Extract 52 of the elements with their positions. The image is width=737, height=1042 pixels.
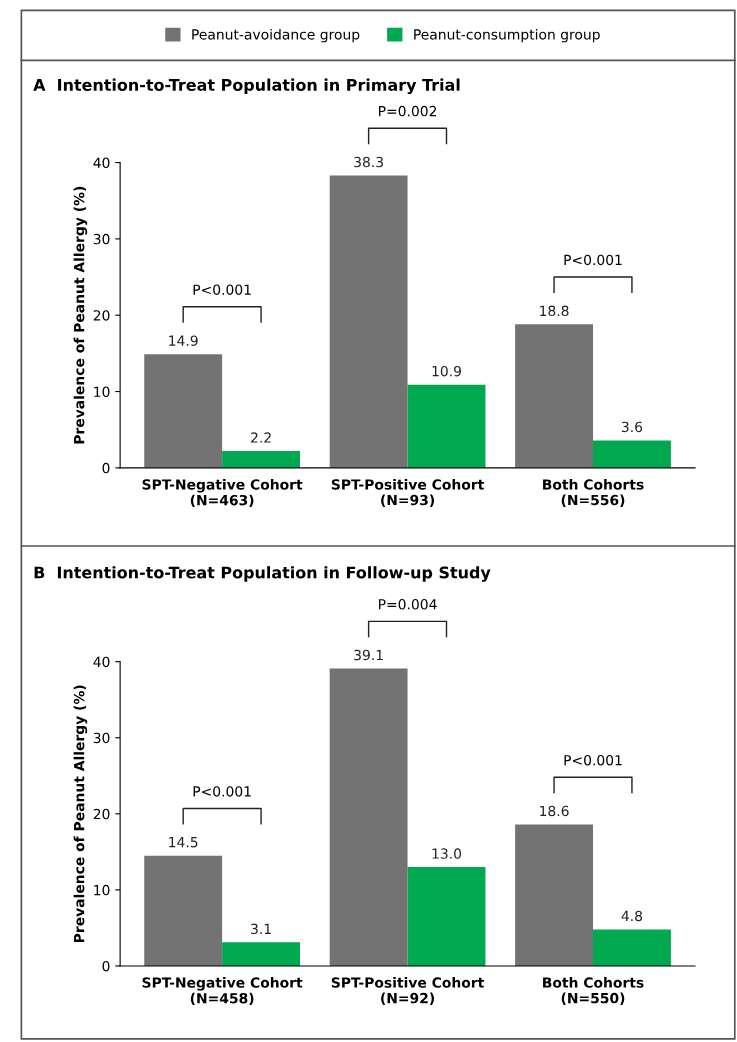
legend-label: Peanut-consumption group [414, 28, 600, 43]
bar [593, 440, 671, 468]
legend-label: Peanut-avoidance group [192, 28, 360, 43]
data-label: 38.3 [354, 156, 383, 168]
chart-title: B Intention-to-Treat Population in Follow-up Study [34, 566, 491, 582]
text: P=0.002 [379, 105, 437, 117]
y-tick-label: 30 [93, 233, 110, 245]
x-tick-label: SPT-Positive Cohort (N=93) [331, 478, 484, 507]
y-axis-title: Prevalence of Peanut Allergy (%) [73, 186, 88, 444]
data-label: 18.8 [540, 305, 569, 317]
bar [222, 942, 301, 966]
data-label: 39.1 [354, 649, 383, 661]
x-tick-label: SPT-Negative Cohort (N=458) [142, 977, 303, 1006]
data-label: 10.9 [432, 365, 461, 377]
annotation: P<0.001 [193, 786, 251, 797]
bar [329, 175, 408, 468]
y-tick-label: 10 [94, 884, 110, 896]
data-label: 2.2 [251, 432, 271, 443]
annotation: P<0.001 [564, 754, 622, 766]
x-tick-label: SPT-Negative Cohort (N=463) [142, 478, 303, 508]
bar [144, 354, 223, 468]
y-tick-label: 30 [93, 732, 110, 744]
annotation: P<0.001 [193, 284, 251, 295]
y-tick-label: 0 [102, 462, 110, 474]
bar [144, 855, 223, 966]
data-label: 14.5 [169, 837, 198, 848]
data-label: 14.9 [169, 335, 198, 346]
y-tick-label: 0 [102, 960, 110, 972]
y-tick-label: 10 [94, 386, 110, 398]
y-tick-label: 20 [93, 310, 110, 321]
annotation: P<0.001 [564, 254, 622, 266]
chart-title: A Intention-to-Treat Population in Primary Trial [33, 78, 460, 95]
bar [329, 668, 408, 966]
bar [515, 324, 593, 468]
y-axis-title: Prevalence of Peanut Allergy (%) [73, 685, 88, 943]
bar [593, 929, 671, 966]
bar [407, 867, 486, 966]
x-tick-label: Both Cohorts (N=550) [543, 977, 644, 1005]
data-label: 3.1 [251, 923, 271, 935]
y-tick-label: 20 [93, 808, 110, 820]
data-label: 13.0 [432, 848, 462, 859]
bar [222, 451, 301, 468]
x-tick-label: SPT-Positive Cohort (N=92) [331, 977, 484, 1005]
text: P=0.004 [379, 599, 437, 610]
y-tick-label: 40 [93, 656, 110, 668]
x-tick-label: Both Cohorts (N=556) [543, 478, 644, 507]
bar [407, 384, 486, 468]
bar [515, 824, 593, 966]
data-label: 18.6 [540, 805, 569, 817]
y-tick-label: 40 [93, 157, 110, 169]
data-label: 3.6 [621, 421, 643, 433]
data-label: 4.8 [621, 910, 643, 922]
